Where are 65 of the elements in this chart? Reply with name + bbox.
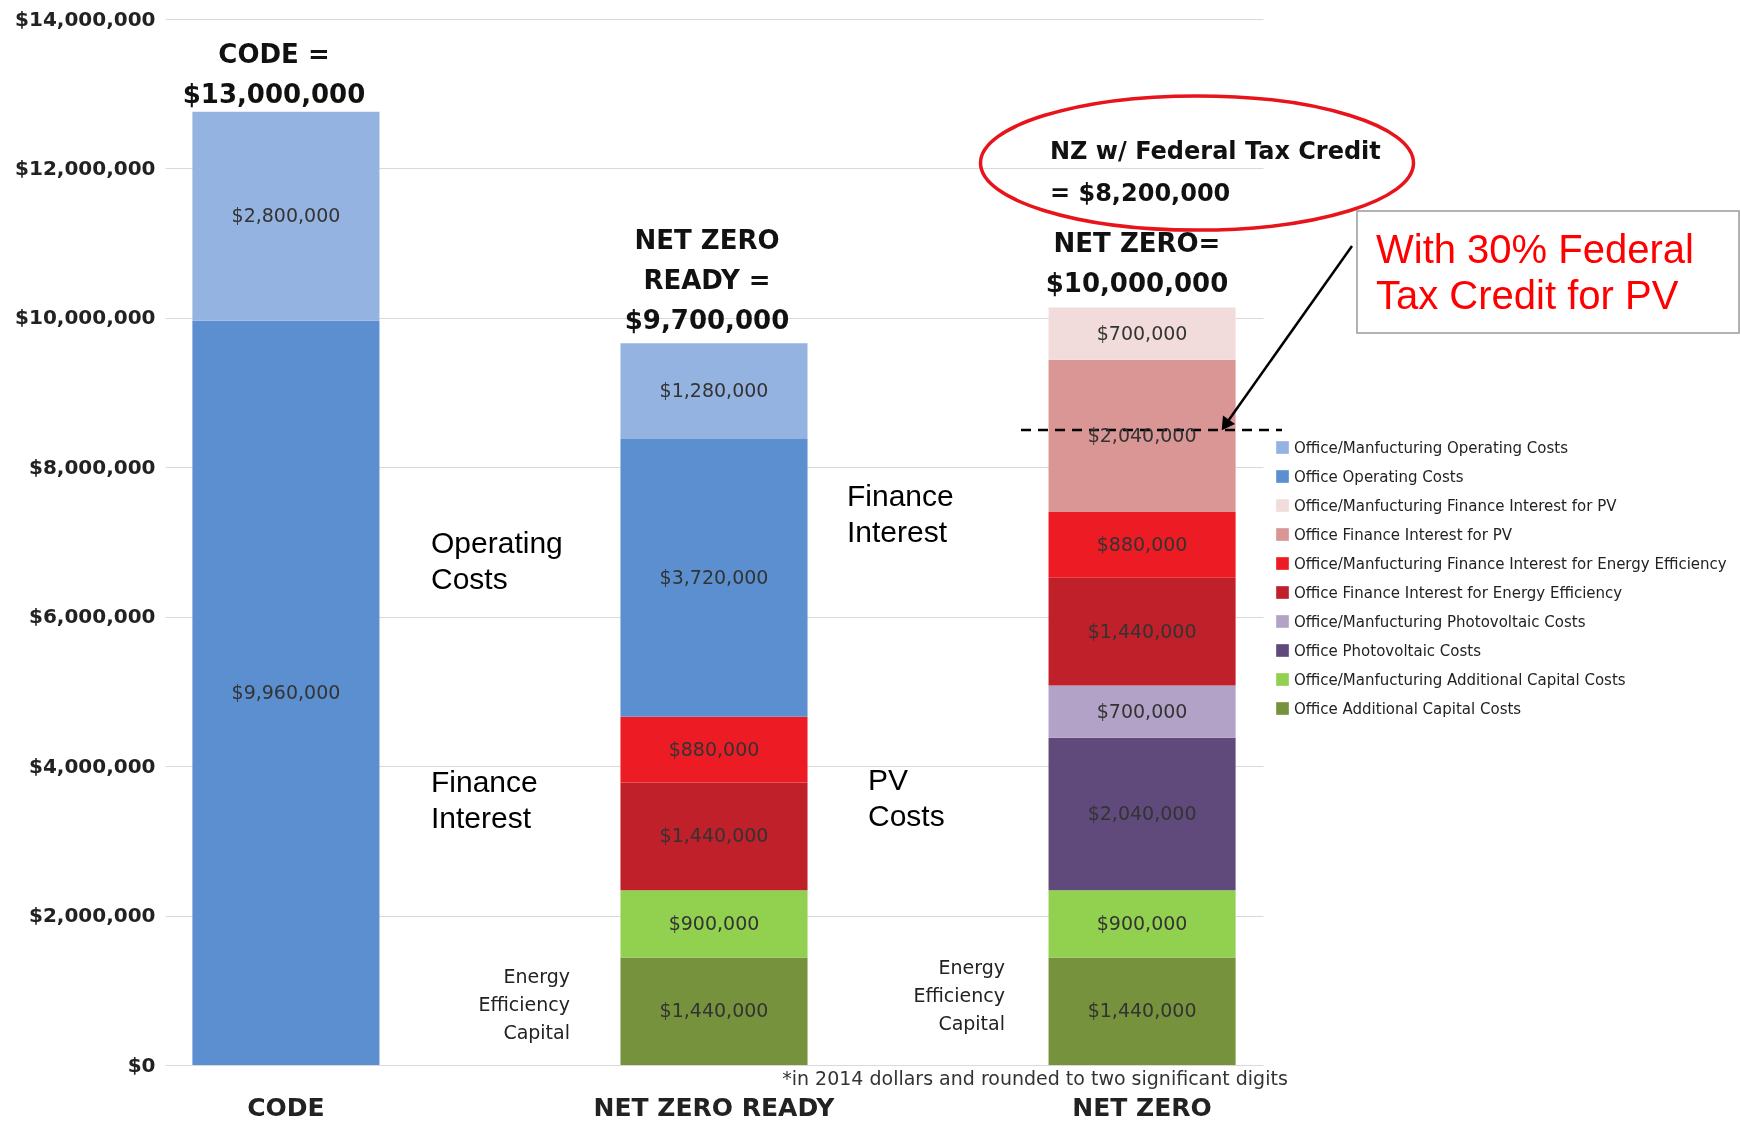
legend-label: Office Operating Costs [1294,467,1464,486]
annotation: PV Costs [868,763,945,832]
legend-label: Office/Manfucturing Photovoltaic Costs [1294,612,1586,631]
legend-label: Office Finance Interest for PV [1294,525,1513,544]
annotation: NZ w/ Federal Tax Credit = $8,200,000 [1050,137,1381,207]
data-label: $2,800,000 [231,204,341,227]
data-label: $900,000 [1096,911,1188,934]
y-tick-label: $2,000,000 [28,903,156,928]
bar [192,320,380,1065]
annotation: Finance Interest [847,479,954,548]
legend-label: Office/Manfucturing Additional Capital Costs [1294,670,1626,689]
data-label: $700,000 [1096,699,1188,722]
legend-label: Office Additional Capital Costs [1294,699,1522,718]
data-label: $3,720,000 [659,565,769,588]
text: With 30% Federal Tax Credit for PV [1376,227,1694,317]
annotation: Finance Interest [431,765,538,834]
legend-label: Office/Manfucturing Finance Interest for Energy Efficiency [1294,554,1727,573]
y-tick-label: $8,000,000 [28,454,156,479]
annotation: Energy Efficiency Capital [478,965,570,1043]
bar [1048,737,1236,891]
data-label: $900,000 [668,911,760,934]
bar [620,782,808,891]
y-tick-label: $12,000,000 [15,155,156,180]
y-tick-label: $10,000,000 [15,305,156,330]
bar [620,957,808,1065]
legend-label: Office Finance Interest for Energy Efficiency [1294,583,1623,602]
bar [1048,512,1236,578]
bar [620,343,808,439]
data-label: $1,280,000 [659,379,769,402]
annotation: CODE = $13,000,000 [182,39,366,109]
annotation: NET ZERO READY = $9,700,000 [624,225,790,335]
data-label: $1,440,000 [1087,619,1197,642]
annotation: Energy Efficiency Capital [913,956,1005,1034]
annotation: NET ZERO= $10,000,000 [1045,228,1229,298]
y-tick-label: $4,000,000 [28,753,156,778]
data-label: $2,040,000 [1087,423,1197,446]
data-label: $1,440,000 [1087,999,1197,1022]
legend-label: Office/Manfucturing Operating Costs [1294,438,1569,457]
bar [620,716,808,783]
data-label: $700,000 [1096,321,1188,344]
bar [1048,890,1236,958]
bar [1048,957,1236,1065]
bar [1048,577,1236,686]
bar [1048,307,1236,360]
data-label: $1,440,000 [659,824,769,847]
data-label: $9,960,000 [231,680,341,703]
bar [1048,359,1236,513]
legend-label: Office Photovoltaic Costs [1294,641,1482,660]
legend-label: Office/Manfucturing Finance Interest for PV [1294,496,1618,515]
y-tick-label: $0 [127,1052,156,1077]
bar [192,111,380,321]
annotation: Operating Costs [431,526,563,595]
data-label: $880,000 [1096,532,1188,555]
y-tick-label: $6,000,000 [28,604,156,629]
x-tick-label: NET ZERO [1072,1092,1212,1122]
y-tick-label: $14,000,000 [15,6,156,31]
data-label: $2,040,000 [1087,801,1197,824]
bar [1048,685,1236,738]
bar [620,438,808,717]
data-label: $880,000 [668,737,760,760]
x-tick-label: CODE [247,1092,325,1122]
bar [620,890,808,958]
data-label: $1,440,000 [659,999,769,1022]
text: *in 2014 dollars and rounded to two significant digits [782,1067,1288,1089]
x-tick-label: NET ZERO READY [593,1092,836,1122]
